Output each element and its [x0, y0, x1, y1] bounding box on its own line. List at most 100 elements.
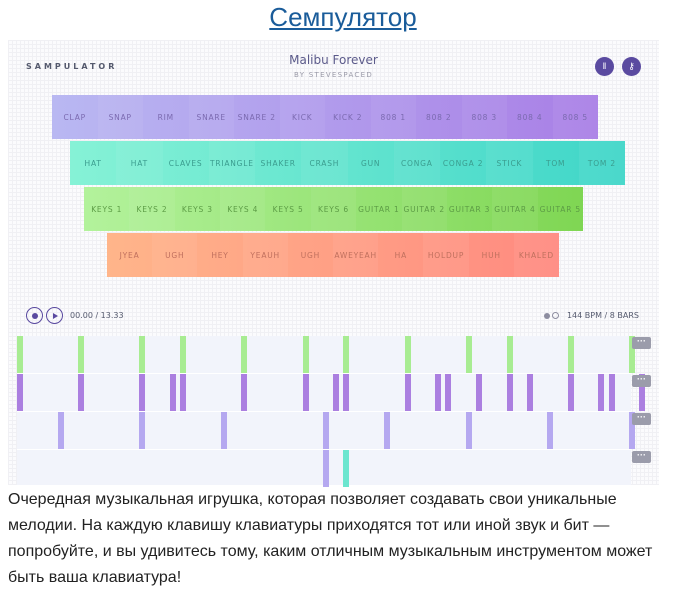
sound-key[interactable]: GUN: [360, 158, 381, 168]
sequencer-step[interactable]: [629, 412, 635, 449]
sequencer-lane-4[interactable]: [17, 450, 631, 488]
sound-key[interactable]: UGH: [152, 233, 198, 277]
sound-key[interactable]: STICK: [486, 141, 533, 185]
sound-key[interactable]: TRIANGLE: [208, 141, 255, 185]
sound-key[interactable]: CLAP: [63, 112, 86, 122]
sound-key[interactable]: RIM: [157, 112, 174, 122]
sequencer-step[interactable]: [78, 374, 85, 411]
sound-key[interactable]: TOM 2: [578, 141, 625, 185]
sequencer-step[interactable]: [17, 374, 23, 411]
sequencer-step[interactable]: [180, 336, 187, 373]
sound-key[interactable]: GUITAR 2: [401, 187, 447, 231]
sequencer-step[interactable]: [476, 374, 482, 411]
sound-button[interactable]: ‖: [595, 57, 614, 76]
sequencer-step[interactable]: [404, 374, 411, 411]
lane-options-button[interactable]: ···: [632, 375, 651, 387]
sequencer-step[interactable]: [435, 374, 442, 411]
sequencer-step[interactable]: [506, 336, 513, 373]
sequencer-step[interactable]: [608, 374, 615, 411]
lane-options-button[interactable]: ···: [632, 451, 651, 463]
sound-key[interactable]: 808 3: [461, 95, 507, 139]
sound-key[interactable]: SNARE: [188, 95, 234, 139]
sequencer-lane-1[interactable]: [17, 336, 635, 374]
sound-key[interactable]: HAT: [84, 158, 102, 168]
sound-key[interactable]: HEY: [211, 250, 229, 260]
sequencer-step[interactable]: [323, 450, 329, 487]
sound-key[interactable]: YEAUH: [242, 233, 288, 277]
sequencer-step[interactable]: [527, 374, 533, 411]
sound-key[interactable]: KICK: [279, 95, 325, 139]
sound-key[interactable]: GUITAR 1: [358, 204, 400, 214]
sound-key[interactable]: KHALED: [513, 233, 560, 277]
sound-key[interactable]: GUITAR 5: [539, 204, 581, 214]
sound-key[interactable]: TOM: [545, 158, 566, 168]
sequencer-step[interactable]: [598, 374, 605, 411]
sequencer-step[interactable]: [180, 374, 187, 411]
sound-key[interactable]: HA: [394, 250, 407, 260]
sequencer-step[interactable]: [78, 336, 85, 373]
record-button[interactable]: [26, 307, 43, 324]
key-button[interactable]: ⚷: [622, 57, 641, 76]
sequencer-step[interactable]: [343, 374, 350, 411]
tempo-display[interactable]: 144 BPM / 8 BARS: [543, 311, 639, 320]
sequencer-lane-2[interactable]: [17, 374, 646, 412]
sequencer-step[interactable]: [343, 450, 350, 487]
sound-key[interactable]: CLAVES: [168, 158, 203, 168]
sequencer-step[interactable]: [629, 336, 635, 373]
sequencer-step[interactable]: [302, 374, 309, 411]
sequencer-lane-3[interactable]: [17, 412, 635, 450]
sound-key[interactable]: KEYS 3: [181, 204, 213, 214]
sequencer-step[interactable]: [170, 374, 176, 411]
sound-key[interactable]: 808 1: [370, 95, 416, 139]
sequencer-step[interactable]: [302, 336, 309, 373]
sound-key[interactable]: KEYS 4: [220, 187, 266, 231]
article-title[interactable]: Семпулятор: [269, 2, 417, 32]
sound-key[interactable]: CONGA: [393, 141, 440, 185]
sequencer-step[interactable]: [139, 336, 146, 373]
sequencer-step[interactable]: [639, 374, 646, 411]
sequencer-step[interactable]: [17, 336, 23, 373]
sound-key[interactable]: GUITAR 4: [492, 187, 538, 231]
sequencer-step[interactable]: [567, 336, 574, 373]
sequencer-step[interactable]: [221, 412, 227, 449]
sequencer-step[interactable]: [139, 374, 146, 411]
lane-options-button[interactable]: ···: [632, 337, 651, 349]
sound-key[interactable]: SNARE 2: [237, 112, 276, 122]
sequencer-step[interactable]: [506, 374, 513, 411]
sound-key[interactable]: HUH: [481, 250, 501, 260]
sequencer-step[interactable]: [241, 336, 248, 373]
sound-key[interactable]: CONGA 2: [442, 158, 484, 168]
sound-key[interactable]: HOLDUP: [423, 233, 469, 277]
sound-key[interactable]: CRASH: [301, 141, 348, 185]
sound-key[interactable]: SHAKER: [260, 158, 296, 168]
play-button[interactable]: [46, 307, 63, 324]
sound-key[interactable]: JYEA: [119, 250, 140, 260]
sequencer-step[interactable]: [445, 374, 452, 411]
sequencer-step[interactable]: [241, 374, 248, 411]
sequencer-step[interactable]: [567, 374, 574, 411]
sequencer-step[interactable]: [465, 412, 472, 449]
sound-key[interactable]: HAT: [116, 141, 163, 185]
sequencer-step[interactable]: [547, 412, 554, 449]
sound-key[interactable]: KEYS 5: [272, 204, 304, 214]
sequencer-step[interactable]: [323, 412, 329, 449]
sequencer-step[interactable]: [384, 412, 391, 449]
sequencer-step[interactable]: [343, 336, 350, 373]
sound-key[interactable]: KEYS 1: [91, 204, 123, 214]
sequencer-step[interactable]: [333, 374, 340, 411]
lane-options-button[interactable]: ···: [632, 413, 651, 425]
sound-key[interactable]: KEYS 2: [129, 187, 175, 231]
sequencer-step[interactable]: [139, 412, 146, 449]
sound-key[interactable]: UGH: [300, 250, 321, 260]
sound-key[interactable]: AWEYEAH: [333, 233, 379, 277]
sound-key[interactable]: KEYS 6: [310, 187, 357, 231]
sound-key[interactable]: GUITAR 3: [448, 204, 491, 214]
sound-key[interactable]: 808 4: [517, 112, 543, 122]
sequencer-step[interactable]: [404, 336, 411, 373]
sequencer-step[interactable]: [57, 412, 64, 449]
sound-key[interactable]: 808 5: [552, 95, 598, 139]
sequencer-step[interactable]: [465, 336, 472, 373]
sound-key[interactable]: SNAP: [97, 95, 143, 139]
sound-key[interactable]: KICK 2: [333, 112, 363, 122]
sound-key[interactable]: 808 2: [426, 112, 452, 122]
